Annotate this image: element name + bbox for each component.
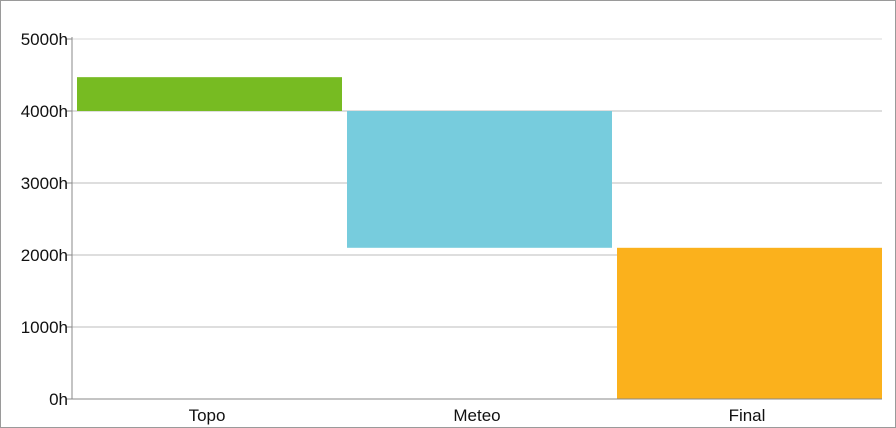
bar-topo — [77, 77, 342, 111]
x-tick-label: Final — [729, 406, 766, 425]
x-tick-label: Topo — [189, 406, 226, 425]
y-tick-label: 3000h — [21, 174, 68, 193]
bar-meteo — [347, 111, 612, 248]
bar-final — [617, 247, 882, 399]
x-axis-ticks: Topo Meteo Final — [189, 406, 766, 425]
y-tick-label: 0h — [49, 390, 68, 409]
x-tick-label: Meteo — [453, 406, 500, 425]
y-tick-label: 5000h — [21, 30, 68, 49]
y-tick-label: 1000h — [21, 318, 68, 337]
y-axis-ticks: 0h 1000h 2000h 3000h 4000h 5000h — [21, 30, 68, 409]
y-tick-label: 2000h — [21, 246, 68, 265]
bars — [77, 77, 882, 399]
axes — [66, 37, 882, 400]
y-tick-label: 4000h — [21, 102, 68, 121]
